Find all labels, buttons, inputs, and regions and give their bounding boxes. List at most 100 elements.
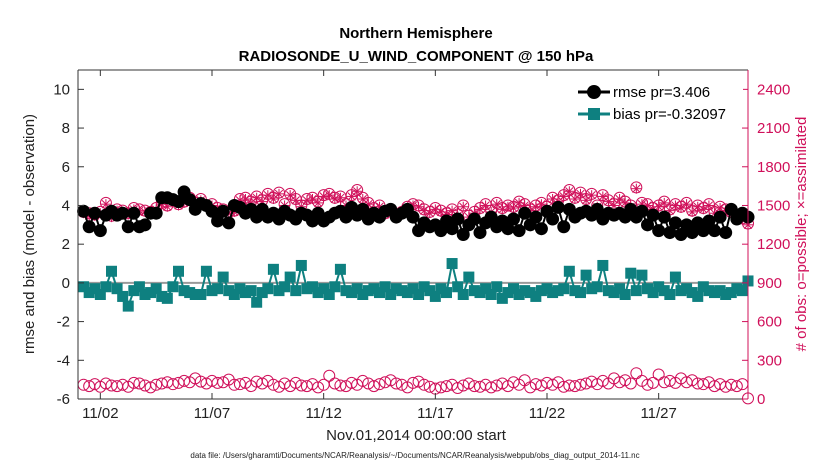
y-right-tick-label: 600 <box>757 314 782 331</box>
y-right-tick-label: 1800 <box>757 159 790 176</box>
obs-possible-point <box>99 377 112 390</box>
rmse-point <box>663 226 677 240</box>
bias-point <box>106 265 117 277</box>
rmse-point <box>702 214 716 228</box>
bias-point <box>586 283 598 295</box>
rmse-point <box>211 214 225 228</box>
rmse-point <box>557 220 571 234</box>
y-tick-label: 6 <box>62 159 70 176</box>
y-right-tick-label: 900 <box>757 275 782 292</box>
rmse-point <box>501 222 515 236</box>
obs-possible-point <box>312 381 325 394</box>
rmse-point <box>646 208 660 222</box>
obs-possible-point <box>686 374 699 387</box>
obs-possible-point <box>323 369 336 382</box>
bias-point <box>195 288 207 300</box>
rmse-point <box>216 204 230 218</box>
bias-point <box>267 263 279 275</box>
rmse-point <box>590 202 604 216</box>
bias-point <box>334 263 346 275</box>
bias-point <box>485 288 497 300</box>
obs-possible-point <box>166 378 179 391</box>
obs-possible-point <box>144 381 157 394</box>
bias-point <box>642 283 653 295</box>
rmse-point <box>652 224 666 238</box>
bias-point <box>686 287 698 299</box>
obs-possible-point <box>641 378 654 391</box>
rmse-point <box>484 210 498 224</box>
obs-possible-point <box>596 374 609 387</box>
obs-possible-point <box>289 376 302 389</box>
bias-point <box>530 290 542 302</box>
bias-point <box>240 287 251 299</box>
obs-possible-point <box>630 367 643 380</box>
bias-point <box>145 287 157 299</box>
bias-point <box>709 287 720 299</box>
rmse-point <box>724 202 738 216</box>
bias-point <box>502 287 514 299</box>
rmse-point <box>339 210 353 224</box>
rmse-point <box>93 224 107 238</box>
bias-point <box>731 283 743 295</box>
bias-point <box>150 283 162 295</box>
bias-point <box>463 271 475 283</box>
bias-point <box>262 283 274 295</box>
bias-point <box>614 283 626 295</box>
y-tick-label: 8 <box>62 120 70 137</box>
bias-point <box>301 283 313 295</box>
bias-point <box>413 288 425 300</box>
bias-point <box>457 288 469 300</box>
bias-point <box>390 283 402 295</box>
rmse-point <box>685 226 699 240</box>
y-right-tick-label: 2100 <box>757 120 790 137</box>
obs-possible-point <box>127 376 140 389</box>
rmse-point <box>518 206 532 220</box>
bias-point <box>156 290 168 302</box>
bias-point <box>351 283 363 295</box>
x-tick-label: 11/17 <box>417 405 453 422</box>
bias-point <box>212 283 224 295</box>
chart-subtitle: RADIOSONDE_U_WIND_COMPONENT @ 150 hPa <box>239 48 594 65</box>
obs-possible-point <box>384 374 397 387</box>
bias-point <box>480 283 492 295</box>
x-tick-label: 11/02 <box>82 405 118 422</box>
obs-possible-point <box>652 368 665 381</box>
obs-possible-point <box>189 372 202 385</box>
bias-point <box>491 281 503 293</box>
bias-point <box>435 283 447 295</box>
bias-point <box>541 283 553 295</box>
bias-point <box>228 288 240 300</box>
y-right-tick-label: 300 <box>757 352 782 369</box>
obs-possible-point <box>619 374 632 387</box>
y-axis-right-label: # of obs: o=possible; ×=assimilated <box>793 117 810 352</box>
bias-point <box>357 288 369 300</box>
bias-point <box>312 287 324 299</box>
obs-possible-point <box>418 378 431 391</box>
y-right-tick-label: 1500 <box>757 197 790 214</box>
bias-point <box>636 269 648 281</box>
bias-point <box>245 285 257 297</box>
bias-point <box>508 283 519 295</box>
bias-point <box>206 285 218 297</box>
bias-point <box>547 287 559 299</box>
rmse-point <box>473 226 487 240</box>
rmse-point <box>183 193 197 207</box>
rmse-point <box>77 204 91 218</box>
bias-point <box>167 281 179 293</box>
ticks-layer: 11/02 11/07 11/12 11/17 11/22 11/27 -6 -4 -2 0 2 4 6… <box>53 70 790 422</box>
obs-possible-point <box>663 374 676 387</box>
bias-point <box>608 287 620 299</box>
x-tick-label: 11/12 <box>305 405 341 422</box>
y-tick-label: 4 <box>62 197 70 214</box>
obs-possible-point <box>334 379 347 392</box>
bias-point <box>692 290 704 302</box>
bias-point <box>535 285 547 297</box>
bias-point <box>524 287 536 299</box>
rmse-point <box>149 206 163 220</box>
rmse-point <box>434 224 448 238</box>
bias-point <box>664 288 676 300</box>
bias-point <box>133 281 145 293</box>
bias-point <box>139 288 151 300</box>
obs-possible-point <box>574 378 587 391</box>
x-tick-label: 11/07 <box>194 405 230 422</box>
